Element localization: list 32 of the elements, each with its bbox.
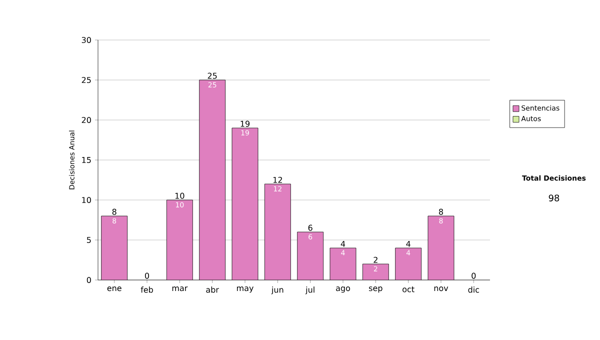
x-tick-label: ene [107,286,122,292]
y-tick-label: 0 [86,276,91,284]
x-tick-label: sep [369,286,382,293]
x-tick-label: feb [140,286,153,293]
y-tick-label: 15 [82,157,91,163]
x-tick-label: may [237,286,254,293]
x-tick-label: ago [336,286,350,293]
total-label: 4 [340,240,346,247]
total-label: 2 [374,256,378,263]
total-label: 19 [240,120,250,127]
total-label: 12 [273,176,282,183]
y-tick-label: 20 [82,116,91,124]
total-label: 0 [144,272,150,279]
total-label: 25 [208,72,217,79]
y-tick-label: 30 [82,36,91,44]
text: 98 [548,194,560,202]
total-label: 8 [439,208,443,215]
x-tick-label: nov [434,286,448,292]
total-label: 0 [472,272,476,279]
x-tick-label: jul [305,286,314,294]
y-tick-label: 5 [87,237,91,243]
total-label: 8 [112,208,116,215]
x-tick-label: abr [206,286,219,293]
x-tick-label: dic [468,286,480,293]
y-tick-label: 10 [82,196,91,204]
x-tick-label: oct [402,286,414,292]
x-tick-label: mar [172,286,188,292]
total-label: 10 [175,192,184,199]
x-tick-label: jun [271,286,284,294]
total-label: 4 [406,240,410,247]
y-tick-label: 25 [82,76,91,84]
total-label: 6 [308,224,312,231]
